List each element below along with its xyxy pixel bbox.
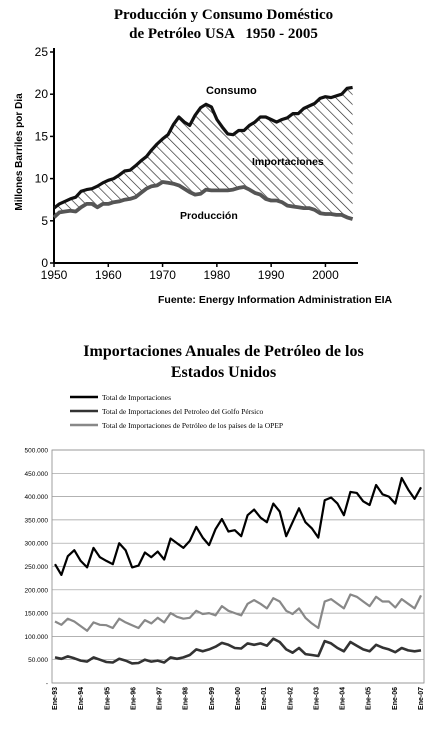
chart1-title: Producción y Consumo Doméstico de Petról… — [0, 6, 447, 44]
chart1-y-tick-label: 20 — [35, 87, 49, 101]
chart2-x-tick-label: Ene-02 — [287, 687, 294, 710]
chart2-plot-area: - 50.000 100.000 150.000 200.000 250.000 300.0… — [25, 448, 426, 710]
chart2-x-tick-label: Ene-00 — [235, 687, 242, 710]
chart2-x-tick-label: Ene-05 — [366, 687, 373, 710]
chart2-y-tick-label: 300.000 — [25, 541, 49, 548]
chart1-source: Fuente: Energy Information Administratio… — [158, 294, 393, 306]
annotation-consumo: Consumo — [206, 85, 257, 97]
chart2-y-tick-label: 150.000 — [25, 611, 49, 618]
total-importaciones-line — [54, 476, 422, 576]
chart2-x-tick-label: Ene-06 — [392, 687, 399, 710]
chart2-x-tick-label: Ene-01 — [261, 687, 268, 710]
chart2-y-tick-label: 100.000 — [25, 634, 49, 641]
chart1-title-line1: Producción y Consumo Doméstico — [113, 7, 334, 23]
chart2-x-tick-label: Ene-99 — [209, 687, 216, 710]
chart1-plot-area: 0 5 10 15 20 25 1950 1960 1970 1980 1990 2000 — [35, 45, 358, 282]
chart1-x-tick-label: 1950 — [41, 268, 68, 282]
chart2-legend: Total de Importaciones Total de Importaci… — [64, 390, 364, 436]
golfo-persico-line — [54, 637, 422, 665]
chart2-legend-label: Total de Importaciones — [102, 393, 171, 402]
chart2-y-tick-label: - — [46, 681, 48, 688]
chart1-title-line2: de Petróleo USA 1950 - 2005 — [129, 26, 318, 42]
chart2-title-line1: Importaciones Anuales de Petróleo de los — [83, 343, 364, 360]
chart1-x-tick-label: 1970 — [149, 268, 176, 282]
chart1-y-tick-label: 10 — [35, 172, 49, 186]
chart1-y-tick-label: 5 — [41, 214, 48, 228]
imports-area — [54, 87, 353, 220]
chart1-x-tick-label: 1990 — [258, 268, 285, 282]
chart1-x-tick-label: 1980 — [204, 268, 231, 282]
consumo-line — [53, 85, 353, 210]
chart2-y-tick-label: 50.000 — [28, 657, 48, 664]
annotation-produccion: Producción — [180, 210, 238, 222]
chart1-x-tick-label: 1960 — [95, 268, 122, 282]
produccion-line — [52, 180, 354, 221]
chart2-x-tick-label: Ene-03 — [313, 687, 320, 710]
chart2-y-tick-label: 200.000 — [25, 587, 49, 594]
chart2-y-tick-label: 350.000 — [25, 517, 49, 524]
chart2-x-tick-label: Ene-96 — [130, 687, 137, 710]
chart2-legend-label: Total de Importaciones del Petroleo del … — [102, 407, 264, 416]
chart2-x-tick-label: Ene-94 — [78, 687, 85, 710]
chart1-y-tick-label: 15 — [35, 129, 49, 143]
chart2-y-tick-label: 500.000 — [25, 448, 49, 455]
chart2-x-tick-label: Ene-95 — [104, 687, 111, 710]
chart2-x-tick-label: Ene-04 — [340, 687, 347, 710]
chart2-legend-box — [64, 390, 364, 436]
chart2-x-tick-label: Ene-98 — [183, 687, 190, 710]
opep-line — [54, 593, 422, 632]
chart2-legend-label: Total de Importaciones de Petróleo de lo… — [102, 421, 283, 430]
chart1-y-tick-label: 0 — [41, 256, 48, 270]
chart2-x-tick-label: Ene-07 — [418, 687, 425, 710]
chart2-title: Importaciones Anuales de Petróleo de los… — [0, 341, 447, 383]
chart2-x-tick-label: Ene-97 — [157, 687, 164, 710]
chart1-y-tick-label: 25 — [35, 45, 49, 59]
chart1-y-axis-label: Millones Barriles por Dia — [14, 93, 25, 211]
annotation-importaciones: Importaciones — [252, 156, 324, 168]
chart2-y-tick-label: 450.000 — [25, 471, 49, 478]
chart2-y-tick-label: 250.000 — [25, 564, 49, 571]
chart2-title-line2: Estados Unidos — [170, 364, 277, 381]
chart2-x-tick-label: Ene-93 — [52, 687, 59, 710]
chart1-x-tick-label: 2000 — [312, 268, 339, 282]
chart2-y-tick-label: 400.000 — [25, 494, 49, 501]
